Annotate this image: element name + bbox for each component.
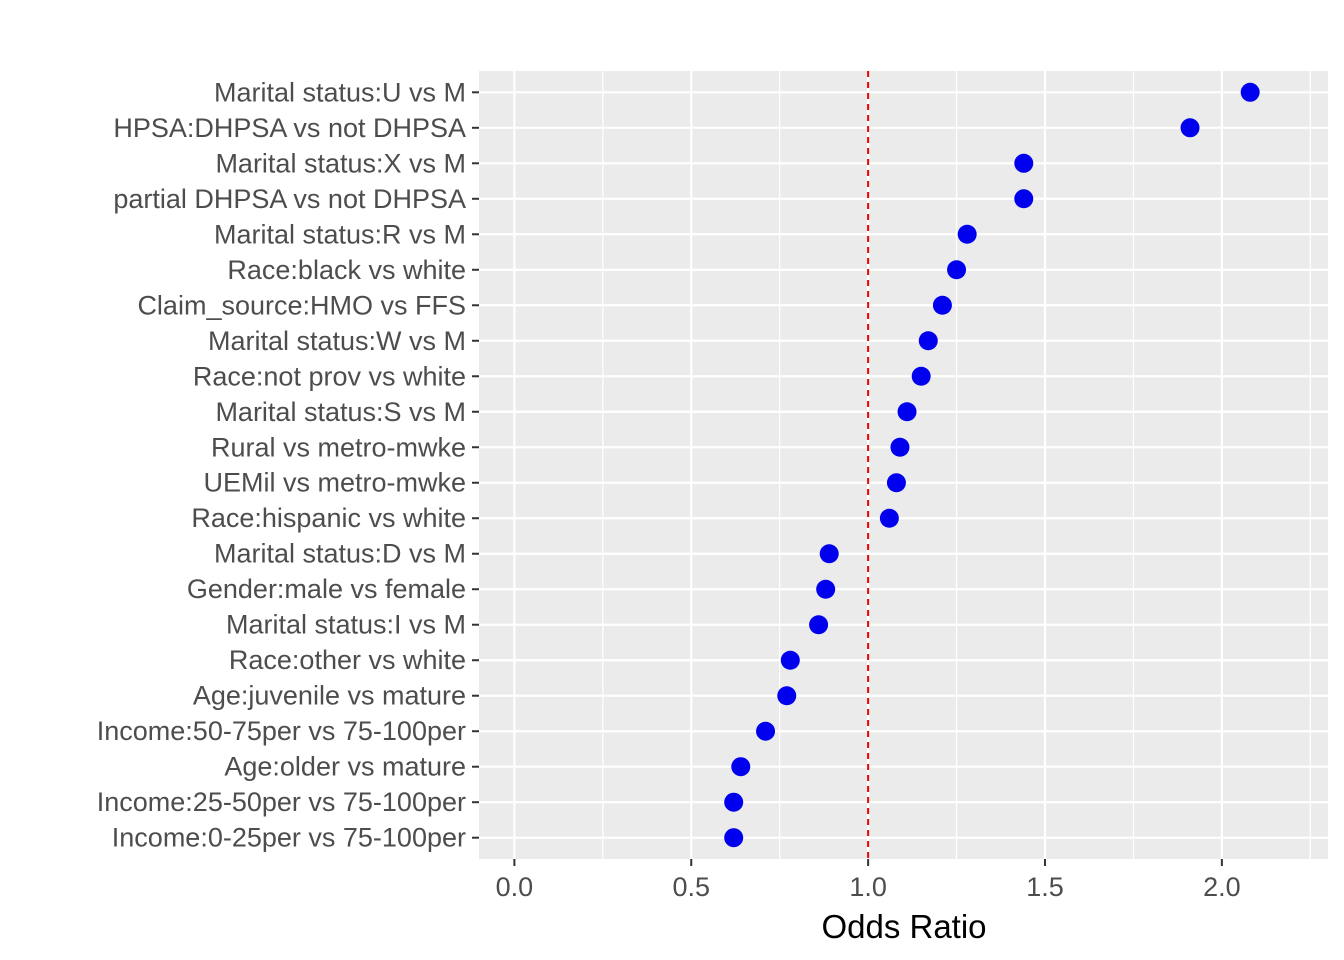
data-point — [724, 792, 744, 812]
category-label: Rural vs metro-mwke — [211, 432, 466, 462]
data-point — [809, 615, 829, 635]
data-point — [886, 473, 906, 493]
category-label: Income:0-25per vs 75-100per — [112, 823, 466, 853]
data-point — [1180, 118, 1200, 138]
grid-major — [479, 71, 1328, 859]
data-point — [777, 686, 797, 706]
data-point — [724, 828, 744, 848]
data-point — [890, 437, 910, 457]
data-point — [756, 721, 776, 741]
category-label: HPSA:DHPSA vs not DHPSA — [113, 113, 466, 143]
category-label: Claim_source:HMO vs FFS — [137, 290, 466, 320]
data-points — [724, 82, 1260, 848]
grid-minor — [602, 71, 1311, 859]
data-point — [816, 579, 836, 599]
data-point — [911, 366, 931, 386]
data-point — [879, 508, 899, 528]
category-label: Race:other vs white — [229, 645, 466, 675]
data-point — [1240, 82, 1260, 102]
x-axis-labels: 0.0 0.5 1.0 1.5 2.0 — [496, 872, 1241, 902]
category-label: Marital status:I vs M — [226, 610, 466, 640]
x-tick-label: 0.5 — [672, 872, 710, 902]
data-point — [819, 544, 839, 564]
category-label: Race:black vs white — [227, 255, 466, 285]
data-point — [1014, 153, 1034, 173]
plot-panel — [479, 71, 1328, 859]
category-label: Race:hispanic vs white — [191, 503, 466, 533]
data-point — [918, 331, 938, 351]
data-point — [947, 260, 967, 280]
category-label: Marital status:W vs M — [208, 326, 466, 356]
data-point — [731, 757, 751, 777]
x-tick-label: 1.0 — [849, 872, 887, 902]
x-tick-label: 2.0 — [1203, 872, 1241, 902]
x-axis-title: Odds Ratio — [821, 908, 986, 945]
category-label: Age:older vs mature — [224, 752, 466, 782]
data-point — [932, 295, 952, 315]
y-axis-ticks — [472, 91, 479, 839]
category-label: Race:not prov vs white — [193, 361, 466, 391]
category-label: Marital status:S vs M — [215, 397, 466, 427]
x-axis-ticks — [513, 859, 1223, 866]
data-point — [1014, 189, 1034, 209]
category-label: UEMil vs metro-mwke — [203, 468, 466, 498]
category-label: Marital status:R vs M — [214, 219, 466, 249]
data-point — [957, 224, 977, 244]
category-label: Age:juvenile vs mature — [193, 681, 466, 711]
data-point — [897, 402, 917, 422]
category-label: partial DHPSA vs not DHPSA — [113, 184, 466, 214]
y-axis-labels: Marital status:U vs M HPSA:DHPSA vs not D… — [97, 77, 466, 852]
category-label: Income:50-75per vs 75-100per — [97, 716, 466, 746]
category-label: Gender:male vs female — [187, 574, 466, 604]
data-point — [780, 650, 800, 670]
category-label: Marital status:U vs M — [214, 77, 466, 107]
category-label: Marital status:X vs M — [215, 148, 466, 178]
x-tick-label: 0.0 — [496, 872, 534, 902]
x-tick-label: 1.5 — [1026, 872, 1064, 902]
category-label: Income:25-50per vs 75-100per — [97, 787, 466, 817]
category-label: Marital status:D vs M — [214, 539, 466, 569]
